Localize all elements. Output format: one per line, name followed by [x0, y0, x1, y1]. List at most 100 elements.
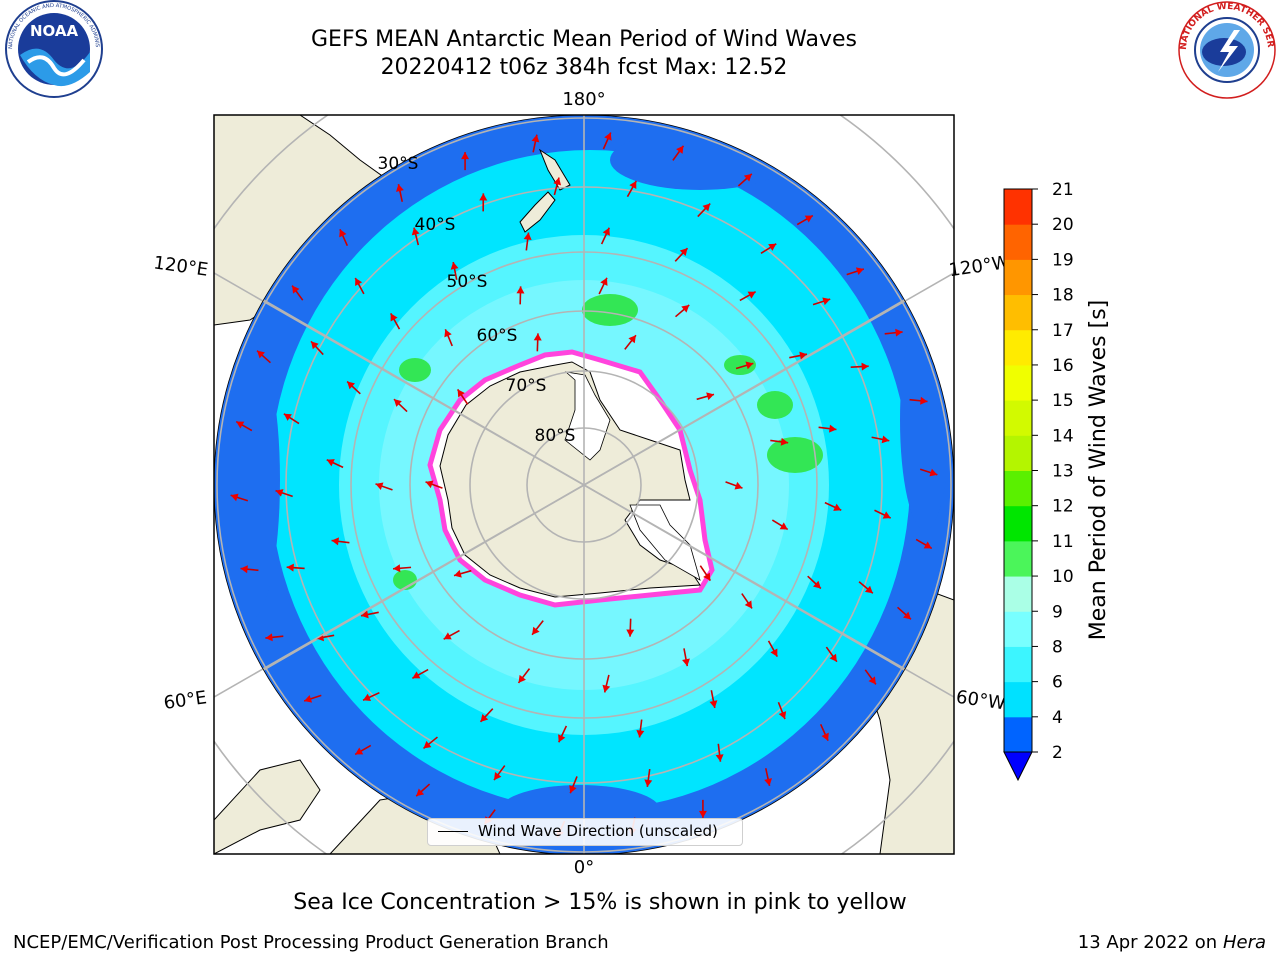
wave-arrow-head — [361, 610, 369, 619]
wave-arrow-head — [531, 134, 540, 143]
colorbar-tick-label: 11 — [1052, 532, 1074, 552]
sea-ice-note-text: Sea Ice Concentration > 15% is shown in … — [293, 890, 907, 915]
wave-arrow-head — [461, 152, 470, 160]
wave-arrow-head — [833, 503, 842, 511]
wave-arrow-head — [734, 481, 743, 490]
wave-arrow-head — [644, 779, 653, 787]
ross-ice-shelf — [564, 371, 611, 461]
colorbar-segment — [1004, 435, 1032, 471]
wave-arrow-head — [479, 193, 488, 201]
lat-label-60s: 60°S — [477, 326, 518, 346]
wave-arrow-head — [240, 565, 248, 574]
wave-arrow-head — [453, 569, 462, 578]
colorbar-tick-label: 18 — [1052, 286, 1074, 306]
wave-arrow-head — [518, 674, 526, 683]
wave-arrow-head — [744, 600, 753, 609]
footer-machine: Hera — [1222, 932, 1266, 953]
wave-arrow-head — [355, 277, 363, 287]
colorbar-tick-label: 14 — [1052, 426, 1074, 446]
colorbar-tick-label: 15 — [1052, 391, 1074, 411]
new-zealand-south — [519, 191, 556, 233]
wave-arrow-head — [929, 468, 938, 477]
wave-arrow-head — [230, 493, 239, 502]
wave-arrow-head — [443, 632, 452, 640]
colorbar-tick-label: 2 — [1052, 743, 1063, 763]
colorbar-segment — [1004, 716, 1032, 753]
wave-arrow-head — [882, 511, 891, 519]
colorbar-segment — [1004, 470, 1032, 507]
wave-arrow-head — [903, 611, 911, 620]
wave-arrow-head — [681, 305, 690, 313]
wave-arrow-head — [553, 177, 562, 186]
wave-arrow-head — [444, 329, 452, 338]
wave-arrow-head — [709, 700, 718, 708]
wave-arrow-head — [457, 389, 465, 398]
wave-arrow-head — [532, 626, 540, 635]
lat-label-80s: 80°S — [535, 426, 576, 446]
wave-arrow-head — [304, 694, 313, 703]
colorbar-label: Mean Period of Wind Waves [s] — [1086, 300, 1111, 640]
wave-arrow-head — [829, 424, 837, 433]
wave-arrow-head — [864, 585, 873, 594]
map-area — [214, 115, 954, 854]
wave-arrow-head — [411, 227, 420, 236]
wave-arrow-head — [706, 392, 715, 401]
wave-arrow-head — [881, 435, 890, 444]
wave-arrow-head — [533, 333, 542, 341]
colorbar-tick-label: 13 — [1052, 462, 1074, 482]
wave-arrow-head — [804, 215, 813, 223]
colorbar-tick-label: 12 — [1052, 497, 1074, 517]
colorbar-segment — [1004, 329, 1032, 366]
chart-subtitle: 20220412 t06z 384h fcst Max: 12.52 — [380, 55, 788, 80]
wave-arrow-head — [363, 693, 372, 701]
lon-label-0: 0° — [574, 857, 594, 878]
colorbar-segment — [1004, 505, 1032, 542]
wave-arrow-head — [257, 350, 265, 359]
wave-arrow-head — [339, 229, 347, 238]
wave-arrow-head — [394, 399, 402, 407]
wave-arrow-head — [569, 785, 577, 794]
madagascar-land — [214, 759, 321, 854]
chart-title: GEFS MEAN Antarctic Mean Period of Wind … — [311, 27, 857, 52]
noaa-logo: NOAA NATIONAL OCEANIC AND ATMOSPHERIC AD… — [0, 0, 103, 98]
wave-arrow-head — [636, 730, 645, 738]
wave-arrow-head — [494, 772, 502, 781]
wave-arrow-head — [236, 421, 245, 429]
colorbar-segment — [1004, 400, 1032, 436]
wave-arrow-head — [425, 480, 434, 489]
wave-arrow-head — [375, 482, 384, 490]
wave-arrow-head — [604, 132, 612, 141]
wave-arrow-head — [764, 778, 772, 786]
wave-arrow-head — [628, 335, 636, 344]
colorbar-segment — [1004, 189, 1032, 225]
colorbar-tick-label: 21 — [1052, 180, 1074, 200]
colorbar-segment — [1004, 576, 1032, 612]
wave-arrow-head — [747, 291, 756, 299]
wave-arrow-head — [770, 648, 778, 657]
wave-arrow-head — [602, 227, 610, 236]
colorbar-tick-label: 6 — [1052, 673, 1063, 693]
wave-arrow-head — [861, 362, 869, 371]
colorbar-tick-label: 16 — [1052, 356, 1074, 376]
colorbar-tick-label: 10 — [1052, 567, 1074, 587]
wave-arrow-head — [326, 459, 335, 467]
weddell-ice-shelf — [629, 504, 701, 581]
lon-label-120w: 120°W — [947, 252, 1011, 281]
colorbar-segment — [1004, 224, 1032, 260]
wind-wave-arrows — [230, 132, 938, 838]
wave-arrow-head — [602, 684, 611, 693]
wave-arrow-head — [779, 522, 788, 530]
wave-arrow-head — [895, 328, 903, 337]
wave-arrow-head — [311, 341, 319, 350]
wave-arrow-head — [265, 633, 273, 642]
wave-arrow-head — [778, 711, 787, 720]
lon-label-60e: 60°E — [162, 687, 208, 714]
wave-arrow-head — [743, 173, 752, 182]
nws-logo: NATIONAL WEATHER SERVICE — [1174, 0, 1276, 99]
wave-arrow-head — [715, 754, 724, 762]
antarctica-land — [439, 361, 701, 598]
colorbar-segment — [1004, 364, 1032, 401]
colorbar-tick-label: 19 — [1052, 250, 1074, 270]
wave-arrow-head — [698, 810, 707, 818]
wave-arrow-head — [396, 184, 404, 192]
